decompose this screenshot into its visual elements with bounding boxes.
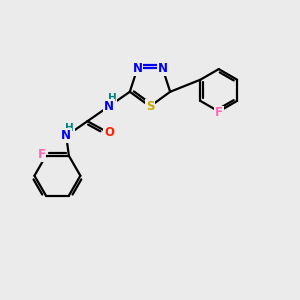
- Text: S: S: [146, 100, 154, 113]
- Text: N: N: [61, 129, 71, 142]
- Text: H: H: [65, 123, 74, 133]
- Text: N: N: [133, 61, 142, 75]
- Text: N: N: [158, 61, 167, 75]
- Text: N: N: [103, 100, 114, 113]
- Text: H: H: [108, 93, 116, 103]
- Text: F: F: [38, 148, 46, 161]
- Text: O: O: [104, 127, 114, 140]
- Text: F: F: [215, 106, 223, 119]
